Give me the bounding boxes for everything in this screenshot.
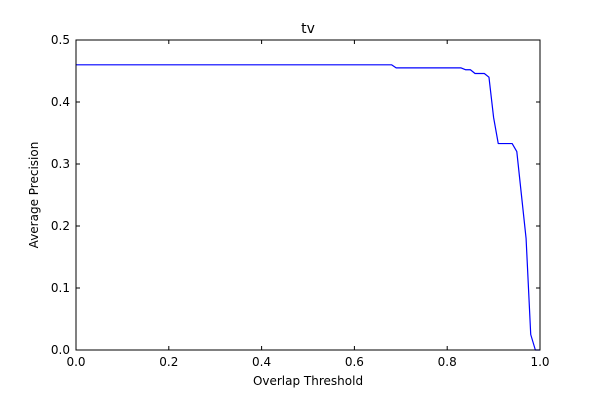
x-tick-label: 1.0 <box>530 355 549 369</box>
x-tick-label: 0.0 <box>66 355 85 369</box>
y-tick-label: 0.5 <box>51 33 70 47</box>
x-axis-label: Overlap Threshold <box>253 374 363 388</box>
x-tick-label: 0.6 <box>345 355 364 369</box>
y-tick-label: 0.0 <box>51 343 70 357</box>
y-tick-label: 0.1 <box>51 281 70 295</box>
plot-area-frame <box>75 39 541 351</box>
x-tick-label: 0.2 <box>159 355 178 369</box>
series-layer <box>76 64 540 351</box>
chart-title: tv <box>301 21 315 37</box>
y-tick-label: 0.4 <box>51 95 70 109</box>
y-tick-label: 0.3 <box>51 157 70 171</box>
series-line-0 <box>76 64 540 351</box>
x-tick-label: 0.8 <box>438 355 457 369</box>
y-tick-label: 0.2 <box>51 219 70 233</box>
y-axis-label: Average Precision <box>27 142 41 249</box>
x-tick-label: 0.4 <box>252 355 271 369</box>
